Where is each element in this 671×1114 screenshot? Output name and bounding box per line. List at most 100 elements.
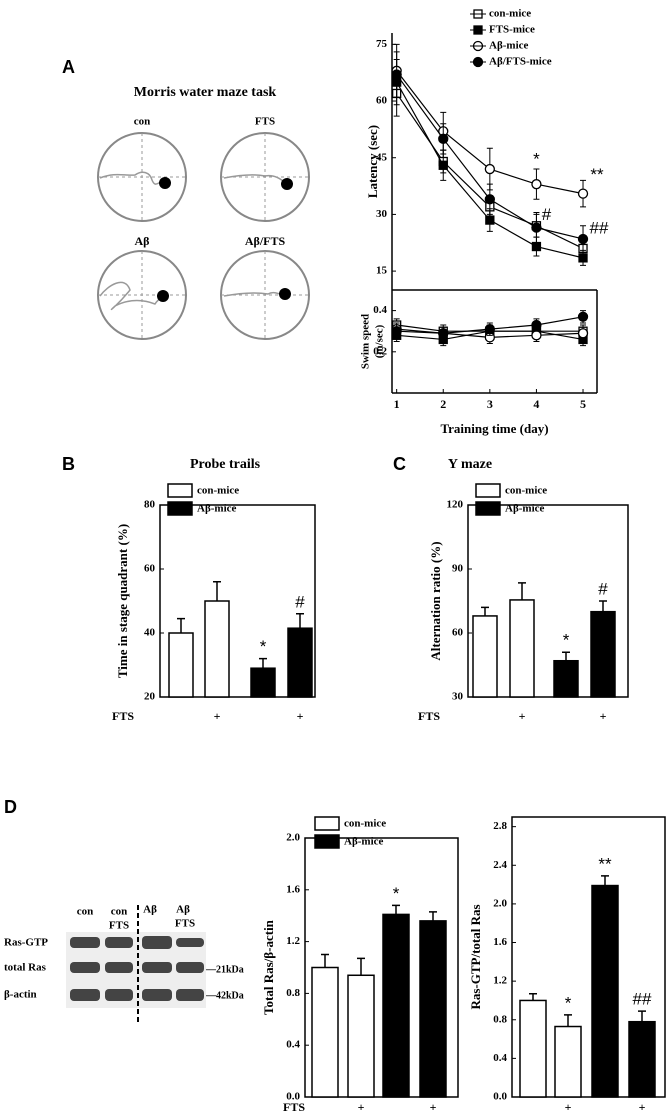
kda-marker: —42kDa	[205, 990, 244, 1001]
bar	[590, 610, 616, 698]
bar	[382, 913, 410, 1098]
panel-label: C	[393, 454, 406, 474]
legend-label: con-mice	[489, 8, 531, 20]
x-tick-label: +	[430, 1100, 437, 1114]
bar	[628, 1020, 656, 1098]
lane-label: Aβ	[176, 904, 190, 916]
bar	[519, 999, 547, 1098]
annotation: #	[598, 579, 608, 598]
legend-label: con-mice	[197, 485, 239, 497]
plot-frame	[304, 837, 459, 1098]
bar	[509, 599, 535, 698]
point-marker	[577, 188, 589, 199]
x-tick-label: 1	[394, 397, 400, 411]
x-tick-label: 3	[487, 397, 493, 411]
legend-label: Aβ-mice	[197, 503, 237, 515]
y-tick-label: 30	[452, 691, 464, 703]
annotation: ##	[633, 990, 652, 1009]
legend-swatch	[167, 483, 193, 498]
point-marker	[484, 194, 495, 205]
y-axis-label: Total Ras/β-actin	[261, 919, 276, 1015]
y-tick-label: 0.4	[493, 1052, 507, 1064]
annotation: *	[533, 150, 540, 169]
y-tick-label: 0.8	[286, 987, 300, 999]
y-tick-label: 0.8	[493, 1013, 507, 1025]
x-tick-label: +	[639, 1100, 646, 1114]
point-marker	[531, 241, 542, 252]
legend-label: Aβ-mice	[505, 503, 545, 515]
point-marker	[391, 326, 402, 337]
lane-label: con	[111, 906, 128, 918]
point-marker	[578, 253, 588, 263]
y-tick-label: 45	[376, 151, 388, 163]
y-tick-label: 0.0	[286, 1091, 300, 1103]
y-tick-label: 2.0	[286, 832, 300, 844]
plot-frame	[467, 504, 629, 698]
y-axis-label: (m/sec)	[374, 324, 386, 358]
point-marker	[531, 179, 542, 190]
error-bar	[213, 581, 221, 601]
legend-label: con-mice	[344, 818, 386, 830]
y-tick-label: 0.4	[286, 1039, 300, 1051]
error-bar	[599, 600, 607, 612]
plot-frame	[159, 504, 316, 698]
maze-label: Aβ/FTS	[245, 234, 286, 248]
row-label: FTS	[418, 709, 440, 723]
y-tick-label: 1.2	[493, 975, 507, 987]
y-tick-label: 120	[447, 499, 464, 511]
legend-swatch	[314, 816, 340, 831]
annotation: *	[565, 993, 572, 1012]
y-axis-label: Ras-GTP/total Ras	[468, 904, 483, 1009]
legend-swatch	[475, 501, 501, 516]
annotation: *	[260, 637, 267, 656]
y-tick-label: 2.8	[493, 820, 507, 832]
y-tick-label: 20	[144, 691, 156, 703]
y-tick-label: 60	[376, 95, 388, 107]
legend-swatch	[475, 483, 501, 498]
maze-platforms	[157, 177, 293, 302]
blot-image	[66, 905, 206, 1022]
bar	[250, 667, 276, 698]
y-tick-label: 15	[376, 265, 388, 277]
y-tick-label: 80	[144, 499, 156, 511]
error-bar	[564, 1014, 572, 1027]
bar	[419, 920, 447, 1098]
point-marker	[485, 215, 495, 225]
bar	[553, 659, 579, 698]
y-tick-label: 90	[452, 563, 464, 575]
x-tick-label: +	[565, 1100, 572, 1114]
panel-label: A	[62, 57, 75, 77]
x-tick-label: +	[358, 1100, 365, 1114]
error-bar	[481, 606, 489, 616]
bar	[472, 615, 498, 698]
lane-label: FTS	[175, 918, 195, 930]
y-axis-label: Latency (sec)	[365, 125, 380, 198]
maze-label: Aβ	[135, 234, 150, 248]
y-tick-label: 60	[452, 627, 464, 639]
point-marker	[438, 328, 449, 339]
y-axis-label: Swim speed	[360, 314, 372, 369]
bar	[204, 600, 230, 698]
bar	[591, 884, 619, 1098]
error-bar	[392, 904, 400, 915]
y-tick-label: 0.0	[493, 1091, 507, 1103]
plot-frame	[511, 816, 666, 1098]
y-tick-label: 60	[144, 563, 156, 575]
point-marker	[438, 133, 449, 144]
legend-label: Aβ/FTS-mice	[489, 56, 552, 68]
x-tick-label: 4	[533, 397, 539, 411]
point-marker	[577, 328, 589, 339]
legend-swatch	[314, 834, 340, 849]
row-label: FTS	[112, 709, 134, 723]
blot-row-label: β-actin	[4, 989, 37, 1001]
bar	[554, 1025, 582, 1098]
lane-label: FTS	[109, 920, 129, 932]
point-marker	[531, 222, 542, 233]
y-tick-label: 1.6	[493, 936, 507, 948]
point-marker	[531, 330, 542, 341]
maze-title: Morris water maze task	[134, 85, 277, 100]
annotation: *	[563, 631, 570, 650]
y-tick-label: 1.2	[286, 935, 300, 947]
x-tick-label: 5	[580, 397, 586, 411]
